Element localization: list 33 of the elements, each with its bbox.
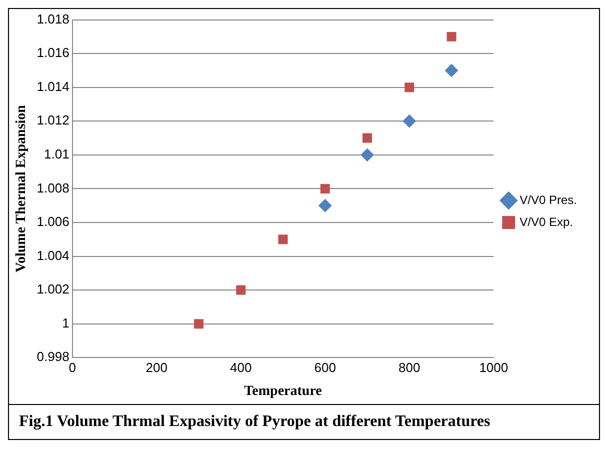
y-tick-label: 1.004 (36, 248, 70, 263)
point (402, 114, 416, 128)
y-tick-label: 1.008 (36, 180, 70, 196)
point (360, 148, 374, 162)
y-tick-label: 1.002 (36, 282, 70, 297)
y-tick-label: 1.014 (36, 78, 70, 94)
legend-label: V/V0 Exp. (520, 214, 574, 229)
legend-label: V/V0 Pres. (520, 192, 577, 207)
x-tick-label: 800 (398, 360, 420, 375)
point (445, 64, 458, 77)
point (404, 82, 414, 92)
x-tick-label: 400 (230, 360, 252, 375)
y-axis-title: Volume Thermal Expansion (14, 104, 30, 272)
y-tick-label: 1.012 (36, 112, 70, 128)
point (236, 285, 246, 295)
point (446, 32, 456, 42)
x-axis-title: Temperature (244, 384, 322, 400)
y-tick-label: 1.006 (36, 214, 70, 230)
point (194, 319, 204, 329)
x-tick-label: 600 (314, 360, 336, 375)
y-tick-label: 1 (62, 315, 70, 330)
y-tick-label: 1.018 (36, 11, 70, 26)
y-tick-label: 1.01 (44, 146, 70, 162)
point (318, 199, 332, 212)
x-tick-label: 200 (146, 360, 168, 375)
point (320, 184, 330, 194)
x-tick-label: 0 (68, 360, 76, 375)
caption: Fig.1 Volume Thrmal Expasivity of Pyrope at different Temperatures (9, 404, 599, 439)
x-tick-label: 1000 (479, 360, 508, 375)
point (278, 234, 288, 244)
point (362, 133, 372, 143)
y-tick-label: 0.998 (36, 349, 70, 364)
y-tick-label: 1.016 (36, 45, 70, 60)
